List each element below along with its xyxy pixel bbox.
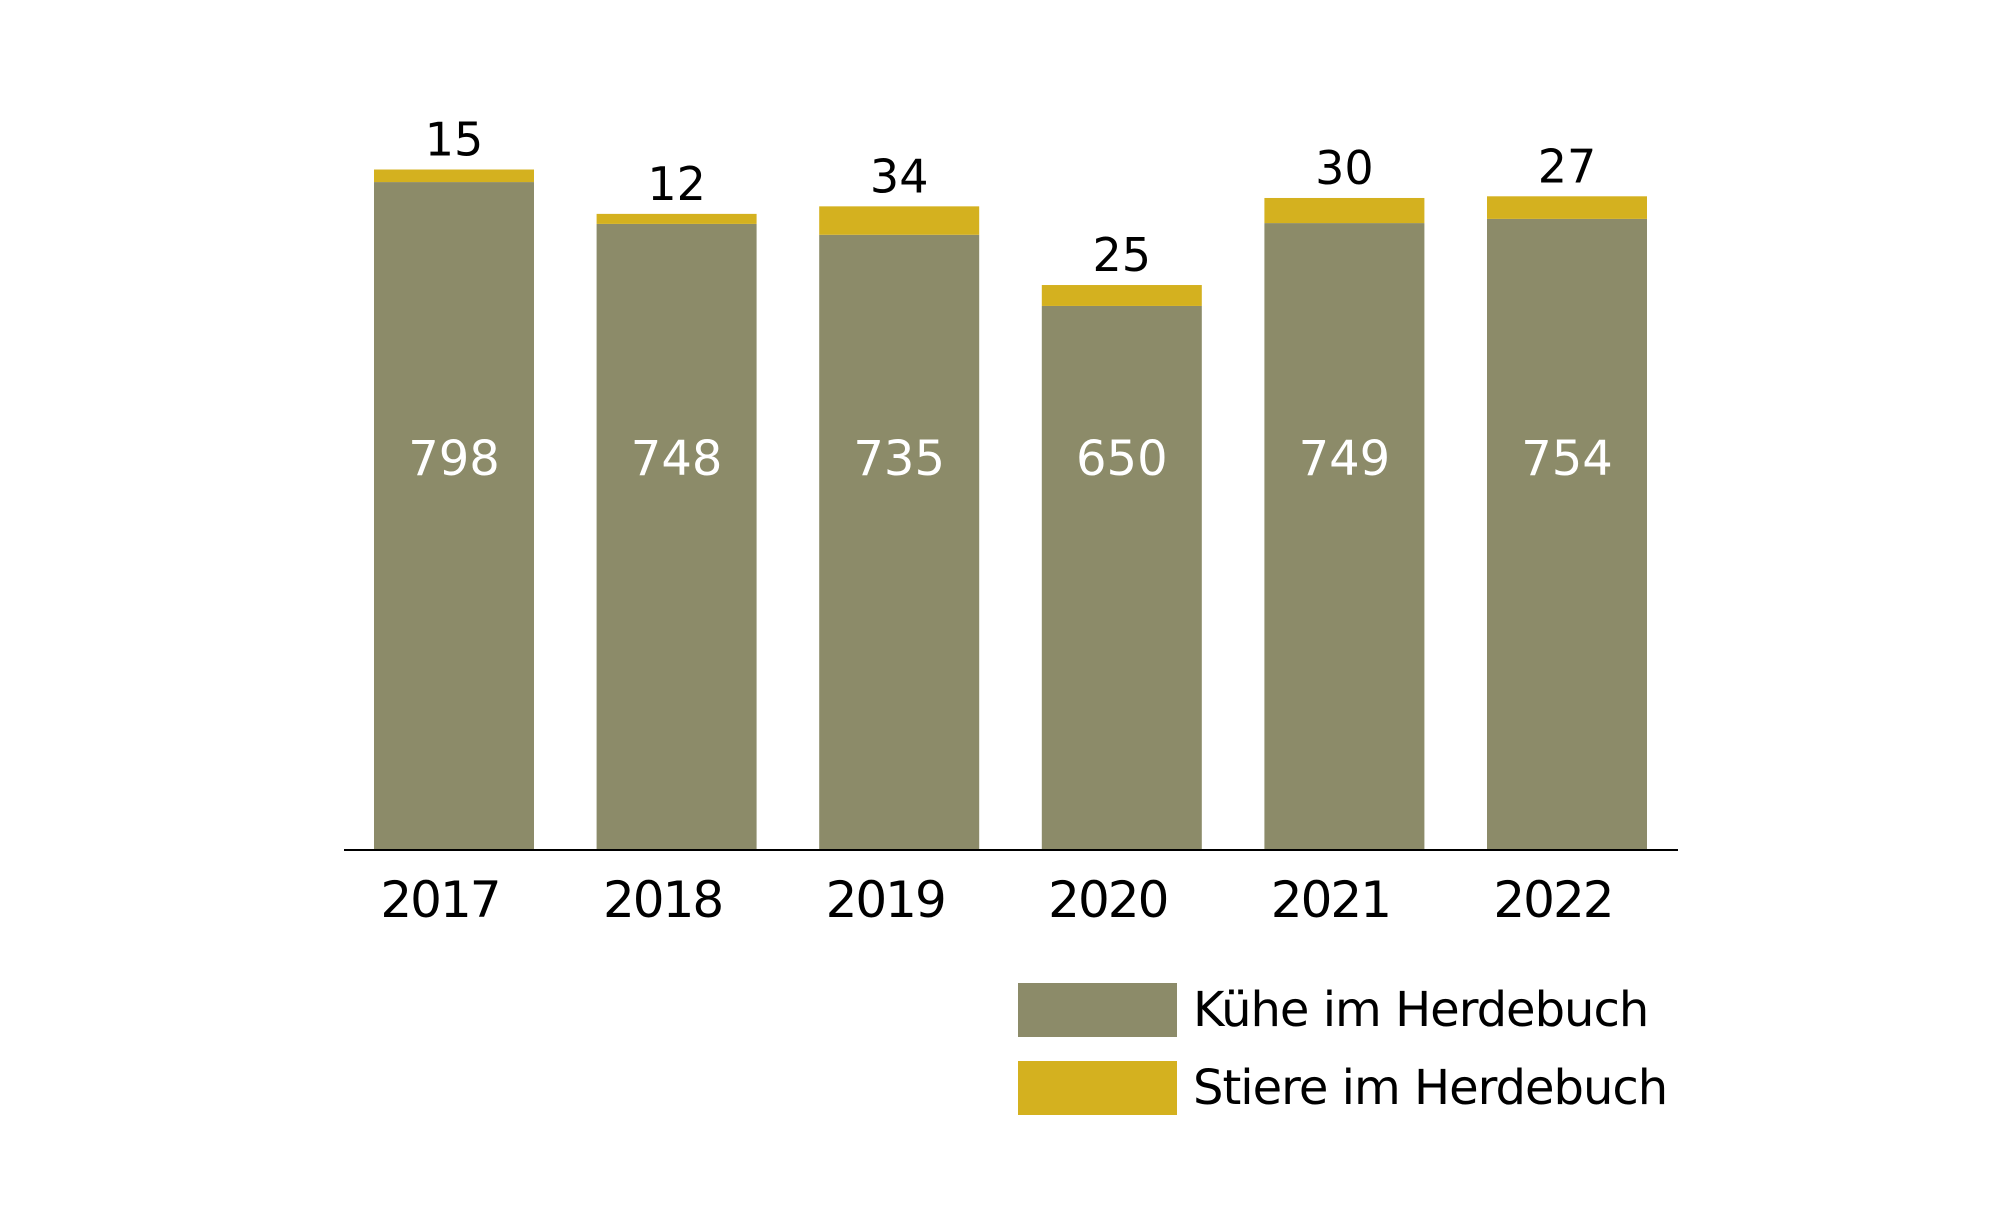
bar-stiere-2019 [819, 206, 980, 235]
legend: Kühe im Herdebuch Stiere im Herdebuch [1018, 982, 1668, 1139]
legend-swatch-stiere [1018, 1061, 1177, 1115]
legend-label-stiere: Stiere im Herdebuch [1193, 1060, 1668, 1116]
x-tick-label-2022: 2022 [1493, 871, 1612, 929]
data-label-stiere-2018: 12 [647, 157, 706, 211]
data-label-kuehe-2021: 749 [1299, 431, 1391, 487]
bar-stiere-2020 [1041, 285, 1202, 306]
data-label-kuehe-2022: 754 [1521, 431, 1613, 487]
bar-stiere-2017 [374, 169, 534, 183]
bar-kuehe-2017 [374, 182, 534, 851]
x-tick-label-2020: 2020 [1048, 871, 1167, 929]
data-label-stiere-2021: 30 [1315, 141, 1374, 195]
bar-kuehe-2019 [819, 234, 980, 850]
data-label-kuehe-2020: 650 [1076, 431, 1168, 487]
data-label-stiere-2017: 15 [425, 113, 484, 167]
data-label-kuehe-2017: 798 [408, 431, 500, 487]
x-tick-label-2021: 2021 [1271, 871, 1390, 929]
bar-kuehe-2020 [1041, 305, 1202, 850]
bar-kuehe-2021 [1264, 223, 1425, 850]
data-label-stiere-2019: 34 [870, 149, 929, 203]
data-label-stiere-2022: 27 [1538, 139, 1597, 193]
legend-item-stiere: Stiere im Herdebuch [1018, 1060, 1668, 1116]
data-label-kuehe-2018: 748 [631, 431, 723, 487]
bar-stiere-2022 [1487, 196, 1647, 219]
bar-kuehe-2022 [1487, 218, 1647, 851]
bar-stiere-2018 [596, 213, 757, 224]
data-label-stiere-2020: 25 [1093, 228, 1152, 282]
legend-label-kuehe: Kühe im Herdebuch [1193, 982, 1649, 1038]
data-label-kuehe-2019: 735 [853, 431, 945, 487]
x-tick-label-2019: 2019 [826, 871, 945, 929]
bar-kuehe-2018 [596, 223, 757, 850]
legend-swatch-kuehe [1018, 983, 1177, 1037]
x-tick-label-2017: 2017 [380, 871, 499, 929]
bar-stiere-2021 [1264, 197, 1425, 224]
legend-item-kuehe: Kühe im Herdebuch [1018, 982, 1667, 1038]
x-tick-label-2018: 2018 [603, 871, 722, 929]
